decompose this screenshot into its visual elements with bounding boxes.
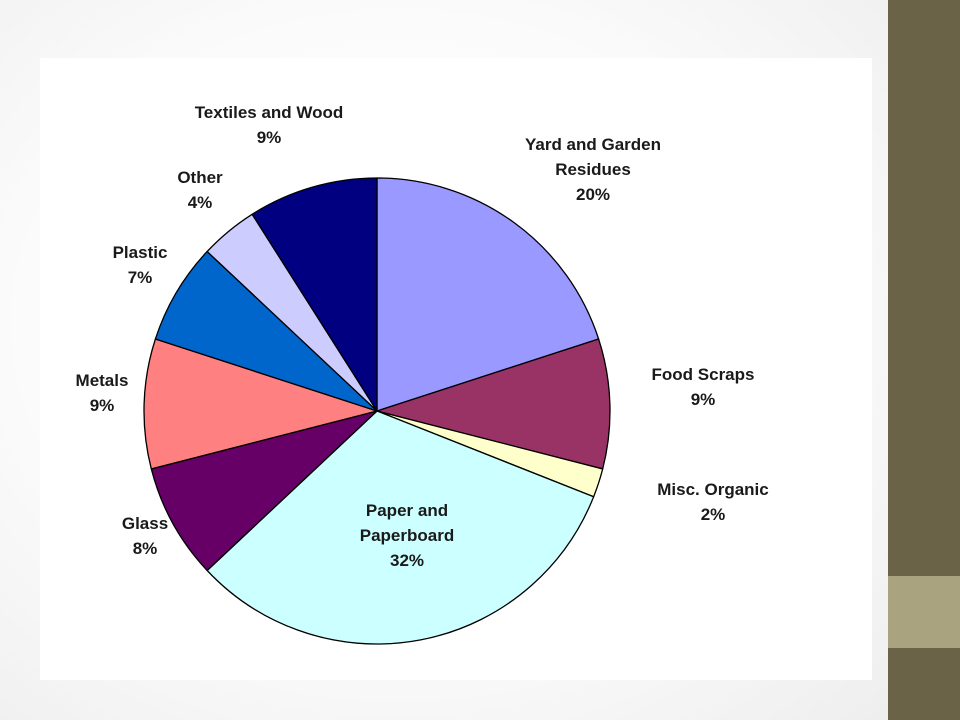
slice-name-label: Paperboard [360, 526, 454, 545]
slice-percent-label: 4% [188, 193, 213, 212]
slice-name-label: Plastic [113, 243, 168, 262]
pie-chart: Yard and Garden Residues 20%Food Scraps 9%M… [76, 103, 769, 645]
slice-percent-label: 9% [90, 396, 115, 415]
pie-slice-yard-and-garden-residues [376, 177, 600, 412]
slice-percent-label: 9% [257, 128, 282, 147]
slice-percent-label: 20% [576, 185, 610, 204]
slice-name-label: Yard and Garden [525, 135, 661, 154]
slice-label-textiles-and-wood: Textiles and Wood 9% [195, 103, 344, 147]
slice-percent-label: 7% [128, 268, 153, 287]
slice-name-label: Metals [76, 371, 129, 390]
pie-slice-glass [150, 410, 378, 572]
slice-label-plastic: Plastic 7% [113, 243, 168, 287]
slice-label-paper-and-paperboard: Paper and Paperboard 32% [360, 501, 454, 570]
slice-name-label: Paper and [366, 501, 448, 520]
pie-slice-metals [143, 338, 378, 470]
pie-slice-plastic [154, 250, 378, 412]
pie-slice-paper-and-paperboard [206, 410, 595, 645]
pie-slices [143, 177, 611, 645]
slice-name-label: Residues [555, 160, 631, 179]
slice-label-yard-and-garden-residues: Yard and Garden Residues 20% [525, 135, 661, 204]
slice-name-label: Textiles and Wood [195, 103, 344, 122]
slice-percent-label: 9% [691, 390, 716, 409]
slide-side-bar [888, 0, 960, 576]
pie-slice-textiles-and-wood [251, 177, 378, 412]
slice-name-label: Other [177, 168, 223, 187]
slide-side-bar-accent [888, 576, 960, 648]
slice-name-label: Food Scraps [652, 365, 755, 384]
pie-slice-food-scraps [376, 338, 611, 470]
slice-name-label: Misc. Organic [657, 480, 768, 499]
slice-name-label: Glass [122, 514, 168, 533]
chart-panel: Yard and Garden Residues 20% Food Scraps 9% M… [40, 58, 872, 680]
slice-label-other: Other 4% [177, 168, 223, 212]
slice-label-glass: Glass 8% [122, 514, 168, 558]
slice-label-metals: Metals 9% [76, 371, 129, 415]
slice-label-misc-organic: Misc. Organic 2% [657, 480, 768, 524]
slice-percent-label: 8% [133, 539, 158, 558]
slice-label-food-scraps: Food Scraps 9% [652, 365, 755, 409]
slide-side-bar-bottom [888, 648, 960, 720]
pie-labels: Yard and Garden Residues 20%Food Scraps 9%M… [76, 103, 769, 570]
slice-percent-label: 32% [390, 551, 424, 570]
slice-percent-label: 2% [701, 505, 726, 524]
